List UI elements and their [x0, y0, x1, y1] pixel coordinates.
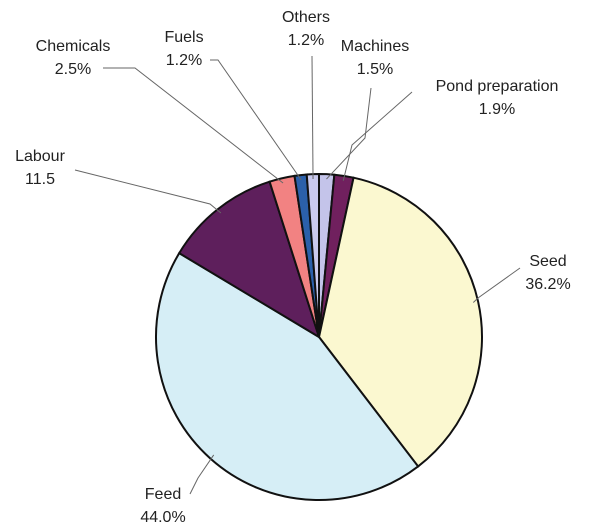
- pie-slice: [155, 251, 420, 501]
- slice-label: Pond preparation: [436, 78, 559, 95]
- slice-value: 36.2%: [525, 276, 570, 293]
- leader-line: [74, 169, 222, 214]
- slice-label: Machines: [341, 38, 409, 55]
- leader-line: [103, 67, 284, 184]
- slice-label: Fuels: [164, 29, 203, 46]
- slice-value: 1.2%: [166, 52, 202, 69]
- leader-line: [342, 91, 413, 181]
- slice-label: Labour: [15, 148, 65, 165]
- slice-label: Chemicals: [36, 38, 111, 55]
- leader-line: [210, 59, 302, 181]
- pie-slice: [317, 176, 483, 468]
- slice-value: 1.9%: [479, 101, 515, 118]
- slice-value: 1.2%: [288, 32, 324, 49]
- slice-value: 2.5%: [55, 61, 91, 78]
- leader-line: [189, 454, 215, 495]
- leader-line: [326, 87, 372, 180]
- slice-value: 1.5%: [357, 61, 393, 78]
- slice-value: 44.0%: [140, 509, 185, 526]
- slice-label: Feed: [145, 486, 181, 503]
- leader-line: [311, 55, 314, 180]
- slice-label: Seed: [529, 253, 566, 270]
- slice-value: 11.5: [25, 171, 55, 188]
- pie-slice: [177, 180, 321, 340]
- leader-line: [472, 267, 521, 303]
- slice-label: Others: [282, 9, 330, 26]
